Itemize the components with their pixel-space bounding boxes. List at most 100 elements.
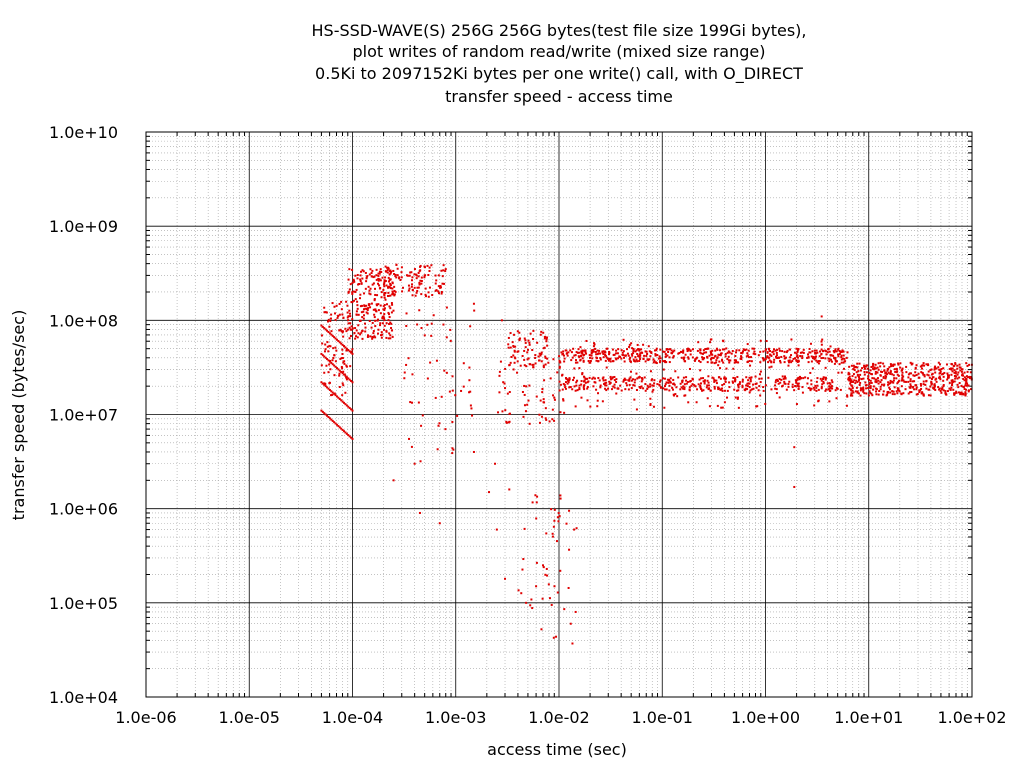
data-point — [820, 340, 823, 343]
data-point — [966, 376, 969, 379]
data-point — [777, 382, 780, 385]
data-point — [351, 318, 354, 321]
data-point — [672, 355, 675, 358]
data-point — [702, 389, 705, 392]
data-point — [965, 382, 968, 385]
data-point — [635, 408, 638, 411]
data-point — [640, 351, 643, 354]
data-point — [762, 350, 765, 353]
data-point — [950, 386, 953, 389]
data-point — [572, 347, 575, 350]
data-point — [724, 378, 727, 381]
data-point — [869, 379, 872, 382]
data-point — [955, 390, 958, 393]
data-point — [842, 354, 845, 357]
data-point — [883, 383, 886, 386]
data-point — [622, 338, 625, 341]
data-point — [347, 405, 350, 408]
data-point — [511, 341, 514, 344]
data-point — [952, 388, 955, 391]
data-point — [828, 357, 831, 360]
data-point — [556, 371, 559, 374]
data-point — [829, 354, 832, 357]
data-point — [786, 349, 789, 352]
data-point — [953, 371, 956, 374]
data-point — [883, 365, 886, 368]
data-point — [707, 347, 710, 350]
data-point — [417, 286, 420, 289]
data-point — [726, 351, 729, 354]
data-point — [361, 316, 364, 319]
data-point — [915, 388, 918, 391]
data-point — [347, 319, 350, 322]
data-point — [579, 346, 582, 349]
data-point — [826, 382, 829, 385]
data-point — [621, 351, 624, 354]
data-point — [876, 377, 879, 380]
data-point — [909, 378, 912, 381]
data-point — [925, 363, 928, 366]
data-point — [586, 387, 589, 390]
data-point — [666, 378, 669, 381]
data-point — [324, 311, 327, 314]
data-point — [749, 389, 752, 392]
data-point — [347, 290, 350, 293]
data-point — [540, 360, 543, 363]
data-point — [334, 318, 337, 321]
data-point — [852, 373, 855, 376]
data-point — [393, 273, 396, 276]
data-point — [694, 385, 697, 388]
data-point — [761, 357, 764, 360]
data-point — [333, 354, 336, 357]
data-point — [345, 404, 348, 407]
data-point — [759, 381, 762, 384]
data-point — [768, 359, 771, 362]
data-point — [658, 384, 661, 387]
data-point — [948, 387, 951, 390]
data-point — [563, 411, 566, 414]
data-point — [537, 355, 540, 358]
data-point — [774, 349, 777, 352]
data-point — [345, 378, 348, 381]
data-point — [874, 370, 877, 373]
data-point — [545, 338, 548, 341]
data-point — [339, 328, 342, 331]
data-point — [696, 388, 699, 391]
data-point — [334, 394, 337, 397]
data-point — [680, 386, 683, 389]
data-point — [867, 378, 870, 381]
data-point — [391, 287, 394, 290]
data-point — [605, 356, 608, 359]
data-point — [920, 384, 923, 387]
data-point — [373, 335, 376, 338]
data-point — [581, 357, 584, 360]
data-point — [335, 304, 338, 307]
data-point — [684, 353, 687, 356]
data-point — [532, 329, 535, 332]
data-point — [892, 379, 895, 382]
data-point — [590, 351, 593, 354]
data-point — [628, 383, 631, 386]
data-point — [756, 405, 759, 408]
data-point — [885, 375, 888, 378]
data-point — [715, 382, 718, 385]
data-point — [887, 383, 890, 386]
data-point — [342, 361, 345, 364]
data-point — [778, 347, 781, 350]
data-point — [699, 351, 702, 354]
data-point — [578, 384, 581, 387]
data-point — [512, 368, 515, 371]
data-point — [522, 415, 525, 418]
data-point — [953, 369, 956, 372]
data-point — [340, 399, 343, 402]
data-point — [953, 374, 956, 377]
data-point — [389, 337, 392, 340]
data-point — [391, 281, 394, 284]
data-point — [909, 391, 912, 394]
data-point — [891, 373, 894, 376]
data-point — [655, 349, 658, 352]
data-point — [563, 357, 566, 360]
data-point — [807, 355, 810, 358]
data-point — [714, 349, 717, 352]
data-point — [681, 381, 684, 384]
